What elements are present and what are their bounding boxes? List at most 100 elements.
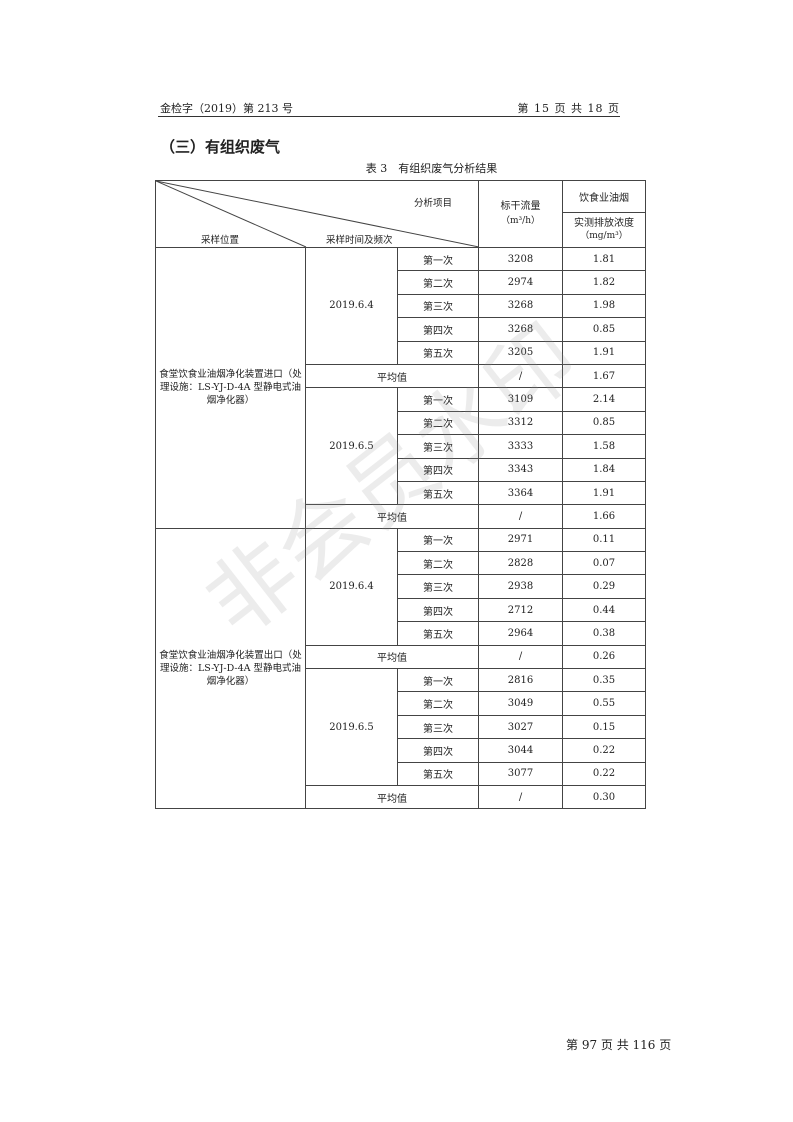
- page-number: 第 15 页 共 18 页: [517, 102, 620, 115]
- table-row: 第五次 3364 1.91: [156, 480, 647, 506]
- flow-value: 2712: [478, 597, 564, 623]
- results-table: 分析项目 采样位置 采样时间及频次 标干流量 （m³/h） 饮食业油烟 实测排放…: [154, 180, 647, 810]
- concentration-value: 0.44: [562, 597, 647, 623]
- sampling-frequency: 第一次: [396, 246, 480, 272]
- flow-value: 3044: [478, 738, 564, 763]
- concentration-value: 0.35: [562, 668, 647, 693]
- concentration-value: 0.38: [562, 621, 647, 646]
- sampling-frequency: 第二次: [396, 410, 480, 436]
- table-caption: 表 3 有组织废气分析结果: [365, 162, 498, 175]
- document-number: 金检字（2019）第 213 号: [160, 102, 293, 115]
- sampling-date: 2019.6.4: [305, 527, 398, 646]
- average-concentration: 1.66: [562, 504, 647, 529]
- table-row: 食堂饮食业油烟净化装置进口（处理设施：LS-YJ-D-4A 型静电式油烟净化器）…: [155, 246, 647, 529]
- concentration-value: 1.91: [562, 480, 647, 506]
- flow-value: 3268: [478, 317, 564, 342]
- sampling-frequency: 第三次: [396, 714, 480, 740]
- flow-unit: （m³/h）: [501, 216, 540, 226]
- concentration-header: 实测排放浓度 （mg/m³）: [562, 212, 647, 248]
- sampling-location: 食堂饮食业油烟净化装置进口（处理设施：LS-YJ-D-4A 型静电式油烟净化器）: [155, 247, 306, 529]
- table-row: 2019.6.5 第一次 2816 0.35: [156, 668, 647, 786]
- sampling-frequency: 第三次: [396, 434, 480, 459]
- concentration-value: 0.11: [562, 527, 647, 553]
- average-concentration: 0.26: [562, 644, 647, 670]
- table-row: 2019.6.5 第一次 3109 2.14: [156, 387, 647, 506]
- concentration-value: 0.15: [562, 714, 647, 740]
- sampling-frequency: 第一次: [396, 668, 480, 693]
- flow-value: 3049: [478, 691, 564, 716]
- average-flow: /: [478, 644, 564, 670]
- sampling-frequency: 第三次: [396, 293, 480, 319]
- concentration-unit: （mg/m³）: [580, 231, 628, 241]
- diagonal-lines: [156, 181, 479, 247]
- sampling-frequency: 第五次: [396, 761, 480, 786]
- flow-value: 2938: [478, 574, 564, 599]
- sampling-frequency: 第五次: [396, 340, 480, 365]
- flow-label: 标干流量: [500, 201, 541, 212]
- sampling-frequency: 第二次: [396, 691, 480, 716]
- flow-value: 3077: [478, 761, 564, 786]
- sampling-frequency: 第一次: [396, 527, 480, 553]
- sampling-time-label: 采样时间及频次: [326, 235, 393, 246]
- table-row: 第三次 3333 1.58: [156, 434, 647, 459]
- average-label: 平均值: [304, 644, 480, 670]
- sampling-location: 食堂饮食业油烟净化装置出口（处理设施：LS-YJ-D-4A 型静电式油烟净化器）: [155, 527, 306, 810]
- table-row: 第五次 3077 0.22: [156, 761, 647, 786]
- diagonal-header-cell: 分析项目 采样位置 采样时间及频次: [154, 180, 480, 248]
- concentration-value: 1.82: [562, 270, 647, 295]
- sampling-frequency: 第四次: [396, 457, 480, 482]
- sampling-frequency: 第二次: [396, 551, 480, 576]
- flow-value: 2971: [478, 527, 564, 553]
- sampling-frequency: 第一次: [396, 387, 480, 412]
- flow-value: 3343: [478, 457, 564, 482]
- flow-value: 2828: [478, 551, 564, 576]
- table-row: 第二次 3312 0.85: [156, 410, 647, 436]
- concentration-value: 0.22: [562, 761, 647, 786]
- average-label: 平均值: [304, 363, 480, 389]
- sampling-frequency: 第五次: [396, 621, 480, 646]
- average-row: 平均值/0.30: [156, 784, 647, 810]
- sampling-frequency: 第四次: [396, 738, 480, 763]
- sampling-frequency: 第五次: [396, 480, 480, 506]
- sampling-frequency: 第三次: [396, 574, 480, 599]
- sampling-location-label: 采样位置: [201, 235, 240, 246]
- average-label: 平均值: [304, 504, 480, 529]
- header-divider: [158, 116, 620, 117]
- table-body: 食堂饮食业油烟净化装置进口（处理设施：LS-YJ-D-4A 型静电式油烟净化器）…: [155, 246, 647, 810]
- concentration-value: 0.85: [562, 317, 647, 342]
- pollutant-header: 饮食业油烟: [562, 180, 647, 213]
- concentration-value: 1.91: [562, 340, 647, 365]
- table-row: 第二次 3049 0.55: [156, 691, 647, 716]
- average-row: 平均值/1.67: [156, 363, 647, 389]
- concentration-label: 实测排放浓度: [574, 218, 635, 229]
- flow-value: 3208: [478, 246, 564, 272]
- sampling-date: 2019.6.5: [305, 668, 398, 786]
- concentration-value: 0.29: [562, 574, 647, 599]
- flow-value: 3312: [478, 410, 564, 436]
- average-row: 平均值/1.66: [156, 504, 647, 529]
- concentration-value: 0.85: [562, 410, 647, 436]
- flow-value: 3333: [478, 434, 564, 459]
- flow-value: 3109: [478, 387, 564, 412]
- average-concentration: 0.30: [562, 784, 647, 810]
- flow-value: 3268: [478, 293, 564, 319]
- average-flow: /: [478, 504, 564, 529]
- footer-page-number: 第 97 页 共 116 页: [566, 1038, 672, 1052]
- concentration-value: 0.22: [562, 738, 647, 763]
- flow-header: 标干流量 （m³/h）: [478, 180, 564, 248]
- flow-value: 2974: [478, 270, 564, 295]
- flow-value: 3205: [478, 340, 564, 365]
- concentration-value: 1.81: [562, 246, 647, 272]
- flow-value: 2964: [478, 621, 564, 646]
- flow-value: 2816: [478, 668, 564, 693]
- concentration-value: 2.14: [562, 387, 647, 412]
- average-label: 平均值: [304, 784, 480, 810]
- concentration-value: 0.07: [562, 551, 647, 576]
- average-row: 平均值/0.26: [156, 644, 647, 670]
- table-row: 第四次 2712 0.44: [156, 597, 647, 623]
- average-flow: /: [478, 784, 564, 810]
- analysis-item-label: 分析项目: [414, 198, 453, 209]
- sampling-frequency: 第四次: [396, 317, 480, 342]
- concentration-value: 1.84: [562, 457, 647, 482]
- flow-value: 3027: [478, 714, 564, 740]
